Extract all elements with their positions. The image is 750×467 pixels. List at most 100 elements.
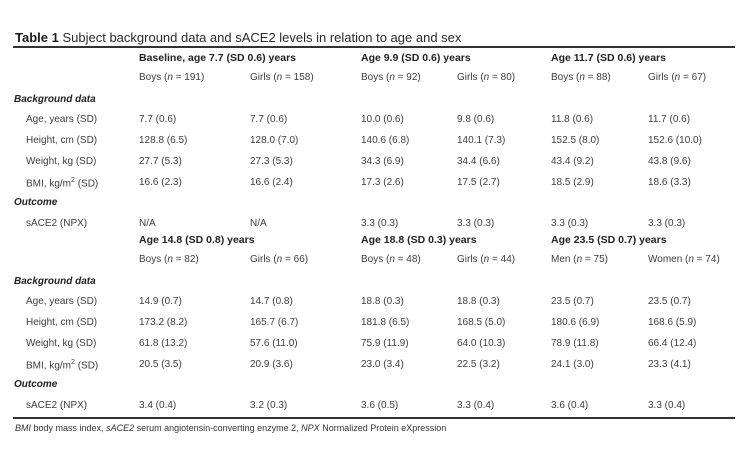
table-cell: 3.2 (0.3) xyxy=(250,400,288,411)
table-cell: 128.8 (6.5) xyxy=(139,135,188,146)
section-outcome-label: Outcome xyxy=(14,379,58,390)
table-cell: 78.9 (11.8) xyxy=(551,338,599,349)
table-cell: 14.9 (0.7) xyxy=(139,296,182,307)
table-cell: 34.4 (6.6) xyxy=(457,156,500,167)
subgroup-n: n xyxy=(167,72,173,83)
subgroup-n: n xyxy=(579,72,585,83)
table-cell: 140.1 (7.3) xyxy=(457,135,506,146)
subgroup-count: = 191) xyxy=(172,72,205,83)
section-outcome-label: Outcome xyxy=(14,197,58,208)
table-footnote: BMI body mass index, sACE2 serum angiote… xyxy=(15,423,446,433)
table-cell: 152.6 (10.0) xyxy=(648,135,702,146)
table-cell: 3.3 (0.3) xyxy=(457,218,495,229)
footnote-abbr-bmi: BMI xyxy=(15,423,32,433)
table-cell: 17.5 (2.7) xyxy=(457,177,500,188)
subgroup-prefix: Boys ( xyxy=(361,72,390,83)
table-cell: 7.7 (0.6) xyxy=(139,114,177,125)
table-cell: 34.3 (6.9) xyxy=(361,156,404,167)
subgroup-count: = 80) xyxy=(489,72,516,83)
table-cell: 27.7 (5.3) xyxy=(139,156,182,167)
row-label-height: Height, cm (SD) xyxy=(26,135,98,146)
table-cell: 140.6 (6.8) xyxy=(361,135,410,146)
table-cell: N/A xyxy=(139,218,156,229)
subgroup-header: Boys (n = 88) xyxy=(551,72,611,83)
table-label: Table 1 xyxy=(15,30,59,45)
table-cell: 16.6 (2.3) xyxy=(139,177,182,188)
subgroup-n: n xyxy=(688,254,694,265)
subgroup-n: n xyxy=(389,254,395,265)
subgroup-count: = 88) xyxy=(584,72,611,83)
table-title: Subject background data and sACE2 levels… xyxy=(62,30,462,45)
row-label-age: Age, years (SD) xyxy=(26,296,98,307)
table-cell: 61.8 (13.2) xyxy=(139,338,188,349)
subgroup-prefix: Boys ( xyxy=(139,72,168,83)
subgroup-count: = 66) xyxy=(282,254,309,265)
table-cell: 18.5 (2.9) xyxy=(551,177,594,188)
section-background-label: Background data xyxy=(14,94,96,105)
row-label-height: Height, cm (SD) xyxy=(26,317,98,328)
table-cell: 14.7 (0.8) xyxy=(250,296,293,307)
table-cell: 75.9 (11.9) xyxy=(361,338,409,349)
table-cell: 180.6 (6.9) xyxy=(551,317,600,328)
group-header: Age 23.5 (SD 0.7) years xyxy=(551,234,667,246)
subgroup-header: Girls (n = 158) xyxy=(250,72,314,83)
subgroup-prefix: Girls ( xyxy=(250,72,277,83)
table-cell: 18.6 (3.3) xyxy=(648,177,691,188)
table-cell: 9.8 (0.6) xyxy=(457,114,495,125)
bmi-label-text: BMI, kg/m xyxy=(26,360,72,372)
table-cell: 20.5 (3.5) xyxy=(139,359,182,370)
bottom-rule xyxy=(13,417,735,419)
table-cell: 3.3 (0.3) xyxy=(648,218,686,229)
subgroup-prefix: Girls ( xyxy=(457,72,484,83)
table-cell: 43.8 (9.6) xyxy=(648,156,691,167)
table-cell: 128.0 (7.0) xyxy=(250,135,299,146)
table-cell: 27.3 (5.3) xyxy=(250,156,293,167)
subgroup-n: n xyxy=(576,254,583,265)
row-label-sace2: sACE2 (NPX) xyxy=(26,218,88,229)
subgroup-count: = 158) xyxy=(282,72,314,83)
subgroup-n: n xyxy=(483,254,490,265)
table-cell: 18.8 (0.3) xyxy=(361,296,404,307)
table-cell: 43.4 (9.2) xyxy=(551,156,594,167)
subgroup-prefix: Girls ( xyxy=(250,254,277,265)
group-header: Age 14.8 (SD 0.8) years xyxy=(139,234,255,246)
table-cell: 168.5 (5.0) xyxy=(457,317,506,328)
table-cell: 64.0 (10.3) xyxy=(457,338,506,349)
subgroup-header: Men (n = 75) xyxy=(551,254,608,265)
table-cell: 3.6 (0.5) xyxy=(361,400,399,411)
subgroup-n: n xyxy=(483,72,490,83)
subgroup-count: = 74) xyxy=(693,254,720,265)
bmi-label-exponent: 2 xyxy=(71,177,75,184)
subgroup-header: Girls (n = 66) xyxy=(250,254,308,265)
bmi-label-exponent: 2 xyxy=(71,359,75,366)
table-cell: 17.3 (2.6) xyxy=(361,177,404,188)
subgroup-header: Women (n = 74) xyxy=(648,254,720,265)
row-label-bmi: BMI, kg/m2 (SD) xyxy=(26,177,98,189)
subgroup-n: n xyxy=(389,72,395,83)
footnote-abbr-npx: NPX xyxy=(301,423,320,433)
table-cell: 16.6 (2.4) xyxy=(250,177,293,188)
subgroup-count: = 92) xyxy=(394,72,421,83)
row-label-age: Age, years (SD) xyxy=(26,114,98,125)
table-cell: 3.3 (0.4) xyxy=(457,400,495,411)
table-caption: Table 1 Subject background data and sACE… xyxy=(15,30,461,45)
table-cell: 11.8 (0.6) xyxy=(551,114,594,125)
table-cell: 3.6 (0.4) xyxy=(551,400,589,411)
subgroup-header: Boys (n = 92) xyxy=(361,72,421,83)
footnote-text-2: serum angiotensin-converting enzyme 2, xyxy=(134,423,302,433)
table-cell: 23.5 (0.7) xyxy=(551,296,594,307)
subgroup-n: n xyxy=(276,72,283,83)
table-cell: 11.7 (0.6) xyxy=(648,114,691,125)
table-cell: 66.4 (12.4) xyxy=(648,338,697,349)
table-cell: 20.9 (3.6) xyxy=(250,359,293,370)
bmi-label-unit: (SD) xyxy=(74,360,99,372)
table-cell: 7.7 (0.6) xyxy=(250,114,288,125)
subgroup-prefix: Men ( xyxy=(551,254,577,265)
table-cell: 23.0 (3.4) xyxy=(361,359,404,370)
subgroup-count: = 67) xyxy=(680,72,707,83)
table-cell: 173.2 (8.2) xyxy=(139,317,188,328)
subgroup-prefix: Boys ( xyxy=(361,254,390,265)
subgroup-header: Girls (n = 44) xyxy=(457,254,515,265)
table-cell: 3.4 (0.4) xyxy=(139,400,177,411)
table-cell: 22.5 (3.2) xyxy=(457,359,500,370)
